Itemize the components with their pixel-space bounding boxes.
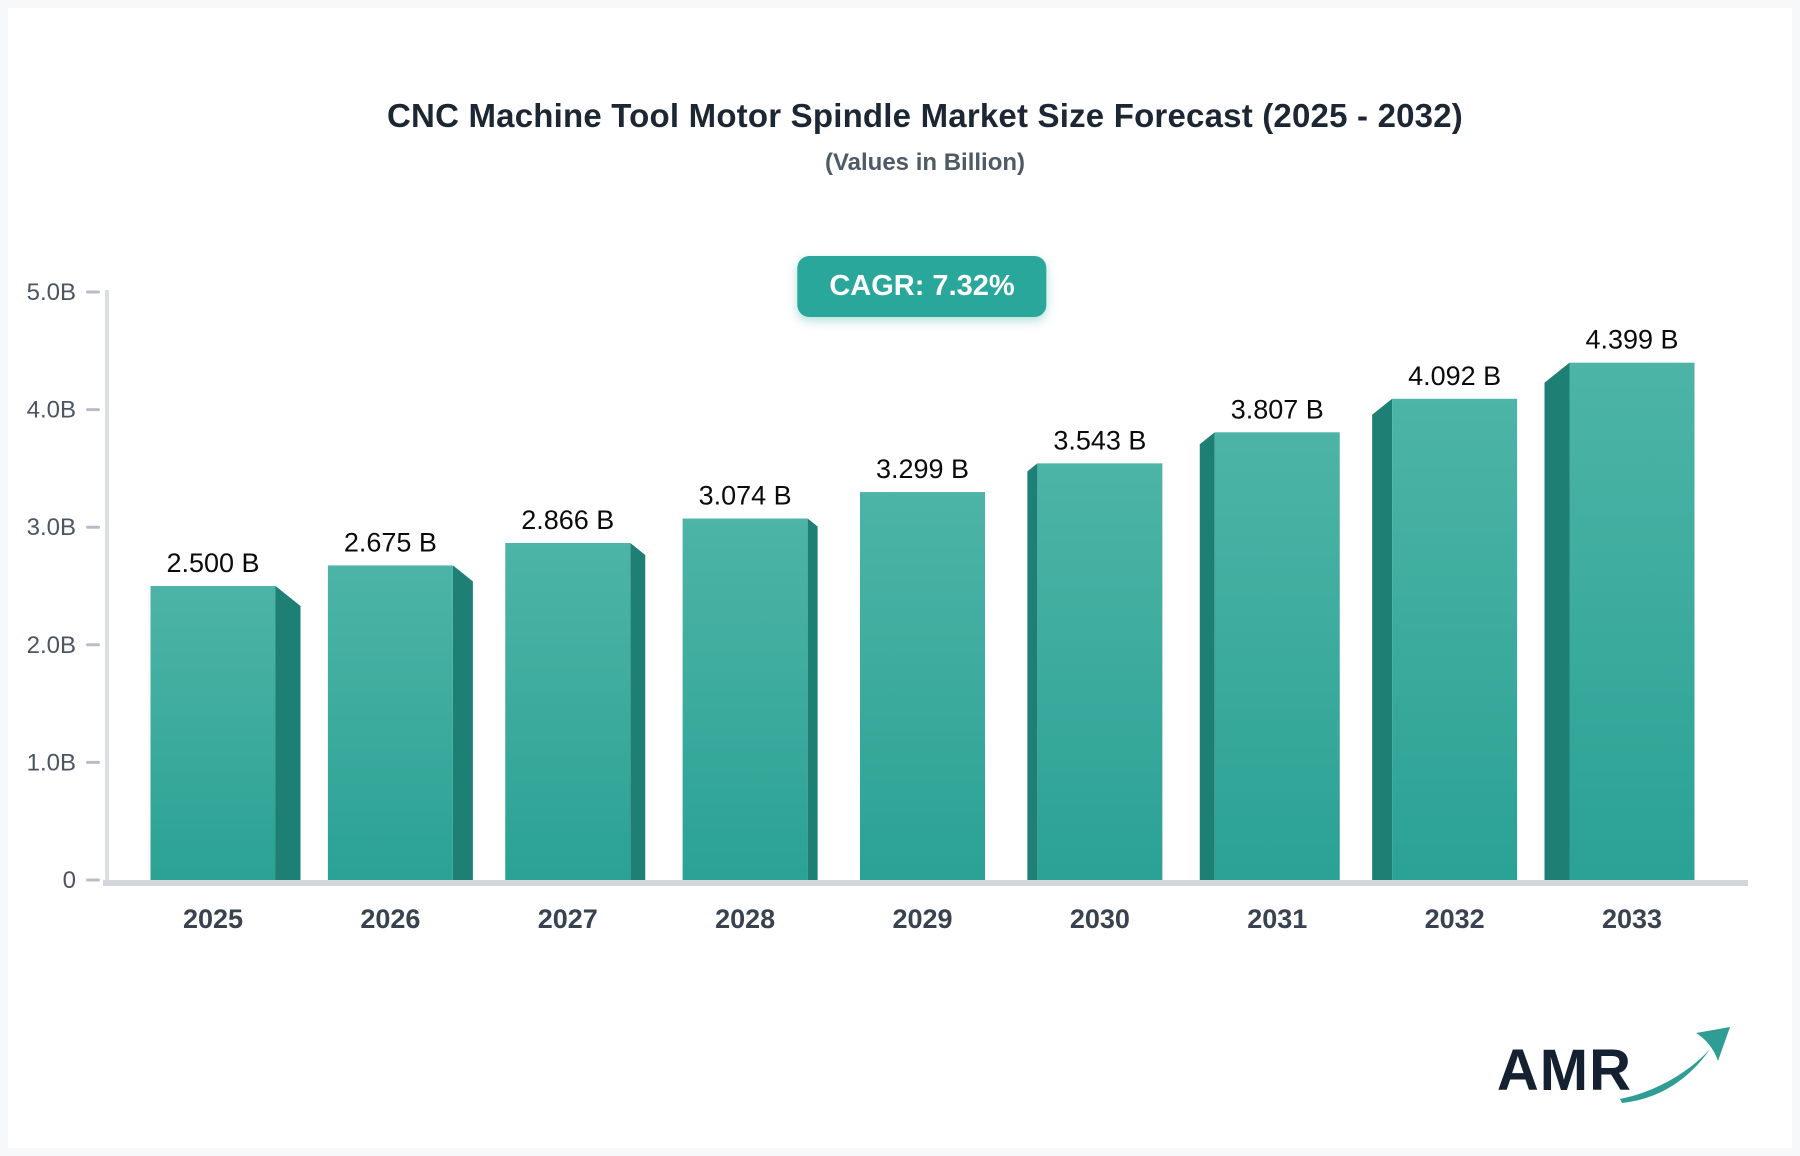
bar-side-face-2025 — [275, 586, 301, 880]
bar-side-face-2033 — [1544, 362, 1570, 880]
y-axis-tick — [86, 408, 100, 412]
bar-value-label: 2.500 B — [166, 548, 259, 578]
y-axis-label: 0 — [63, 867, 76, 894]
y-axis-label: 4.0B — [27, 397, 76, 424]
y-axis-tick — [86, 760, 100, 764]
y-axis-label: 5.0B — [27, 279, 76, 306]
x-axis-label-2030: 2030 — [1070, 904, 1130, 934]
x-axis-label-2025: 2025 — [183, 904, 243, 934]
bar-value-label: 4.092 B — [1408, 361, 1501, 391]
x-axis-label-2028: 2028 — [715, 904, 775, 934]
bar-side-face-2027 — [630, 542, 646, 880]
y-axis-label: 3.0B — [27, 514, 76, 541]
bar-2027 — [505, 542, 631, 880]
chart-subtitle: (Values in Billion) — [824, 149, 1026, 176]
bar-value-label: 3.074 B — [699, 480, 792, 510]
bar-2029 — [860, 492, 985, 880]
bar-side-face-2026 — [452, 565, 473, 880]
y-axis-tick — [86, 290, 100, 294]
x-axis-label-2033: 2033 — [1602, 904, 1662, 934]
amr-logo: AMR — [1497, 1026, 1738, 1116]
bar-2028 — [682, 518, 808, 880]
bar-value-label: 4.399 B — [1585, 325, 1678, 355]
x-axis-label-2031: 2031 — [1247, 904, 1307, 934]
cagr-badge: CAGR: 7.32% — [797, 256, 1047, 317]
bar-value-label: 3.807 B — [1231, 394, 1324, 424]
bar-side-face-2031 — [1199, 432, 1215, 880]
bar-2031 — [1214, 432, 1340, 880]
amr-logo-text: AMR — [1496, 1038, 1632, 1103]
chart-title: CNC Machine Tool Motor Spindle Market Si… — [387, 97, 1463, 134]
y-axis-label: 1.0B — [27, 749, 76, 776]
bar-value-label: 2.675 B — [344, 527, 437, 557]
bar-side-face-2028 — [807, 518, 818, 880]
y-axis-tick — [86, 525, 100, 529]
bar-value-label: 3.299 B — [876, 454, 969, 484]
y-axis-line — [105, 290, 109, 886]
x-axis-label-2027: 2027 — [538, 904, 598, 934]
bar-2033 — [1569, 362, 1695, 880]
growth-arrow-icon — [1620, 1027, 1730, 1103]
bar-2030 — [1037, 463, 1163, 880]
bar-value-label: 2.866 B — [521, 505, 614, 535]
y-axis-label: 2.0B — [27, 632, 76, 659]
bar-2026 — [327, 565, 453, 880]
y-axis-tick — [86, 878, 100, 882]
bar-side-face-2030 — [1027, 463, 1038, 880]
bar-2025 — [150, 586, 276, 880]
x-axis-label-2026: 2026 — [360, 904, 420, 934]
x-axis-line — [103, 880, 1748, 886]
x-axis-label-2029: 2029 — [892, 904, 952, 934]
x-axis-label-2032: 2032 — [1425, 904, 1485, 934]
bar-value-label: 3.543 B — [1053, 425, 1146, 455]
bar-2032 — [1392, 398, 1518, 880]
y-axis-tick — [86, 643, 100, 647]
bar-side-face-2032 — [1372, 398, 1393, 880]
